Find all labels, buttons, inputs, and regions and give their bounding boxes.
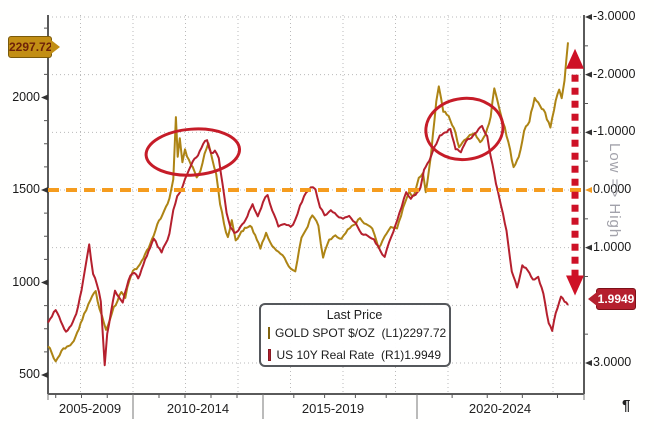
- right-axis-tick-label: 1.0000: [593, 239, 632, 254]
- axis-direction-note: Low => High: [606, 143, 623, 239]
- real-rate-series-swatch-icon: [268, 349, 272, 361]
- real-rate-series-value: 1.9949: [404, 348, 441, 362]
- gold-last-price-badge: 2297.72: [8, 36, 60, 58]
- legend-title: Last Price: [326, 308, 383, 322]
- legend-box: Last Price GOLD SPOT $/OZ (L1) 2297.72 U…: [259, 303, 451, 367]
- gold-series-value: 2297.72: [402, 326, 447, 340]
- left-axis-tick-label: 2000: [12, 89, 40, 104]
- right-axis-tick-label: 3.0000: [593, 355, 632, 369]
- real-rate-last-price-badge: 1.9949: [588, 288, 636, 310]
- gold-series-label: GOLD SPOT $/OZ (L1): [275, 326, 403, 340]
- pilcrow-mark: ¶: [622, 397, 631, 414]
- real-rate-series-label: US 10Y Real Rate (R1): [276, 348, 405, 362]
- x-axis-group-label: 2020-2024: [468, 401, 532, 416]
- right-axis-tick-label: -2.0000: [593, 66, 636, 81]
- right-axis-tick-label: -3.0000: [593, 9, 636, 23]
- gold-series-swatch-icon: [268, 327, 270, 339]
- x-axis-group-label: 2005-2009: [58, 401, 122, 416]
- legend-row-real-rate: US 10Y Real Rate (R1) 1.9949: [268, 348, 441, 362]
- left-axis-tick-label: 1500: [12, 182, 40, 196]
- left-axis-tick-label: 1000: [12, 274, 40, 289]
- left-axis-tick-label: 500: [19, 367, 40, 381]
- legend-row-gold: GOLD SPOT $/OZ (L1) 2297.72: [268, 326, 446, 340]
- right-axis-tick-label: 0.0000: [593, 182, 632, 196]
- right-axis-tick-label: -1.0000: [593, 124, 636, 139]
- x-axis-group-label: 2010-2014: [166, 401, 230, 416]
- x-axis-group-label: 2015-2019: [301, 401, 365, 416]
